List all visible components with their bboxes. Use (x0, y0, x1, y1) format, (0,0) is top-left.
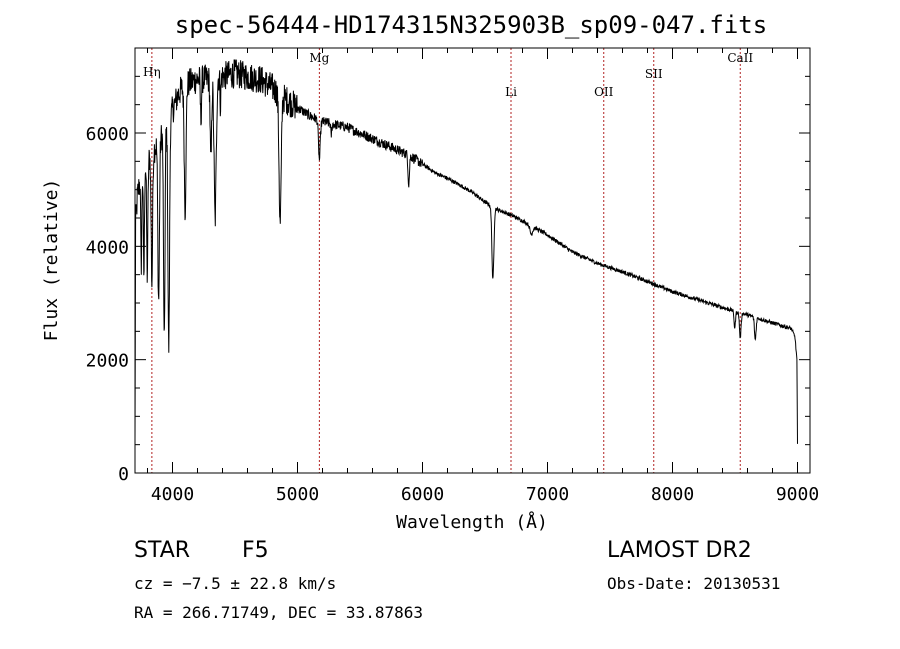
y-tick-label: 0 (118, 464, 129, 485)
survey-name: LAMOST DR2 (607, 538, 752, 563)
spectral-line-label: SII (645, 67, 663, 81)
spectrum-line (134, 59, 798, 444)
x-axis-label: Wavelength (Å) (396, 511, 548, 533)
observation-date: Obs-Date: 20130531 (607, 574, 781, 593)
x-tick-label: 5000 (276, 484, 319, 505)
object-class: STAR (134, 538, 191, 563)
spectral-line-label: Mg (309, 51, 329, 65)
y-axis-label: Flux (relative) (41, 179, 62, 342)
x-tick-label: 8000 (651, 484, 694, 505)
spectral-line-label: OII (594, 85, 614, 99)
coordinates: RA = 266.71749, DEC = 33.87863 (134, 603, 423, 622)
redshift-cz: cz = −7.5 ± 22.8 km/s (134, 574, 337, 593)
spectral-line-label: CaII (727, 51, 753, 65)
x-tick-label: 7000 (526, 484, 569, 505)
x-tick-label: 9000 (776, 484, 819, 505)
spectral-line-label: Hη (143, 65, 161, 79)
spectral-line-label: Li (505, 85, 517, 99)
chart-title: spec-56444-HD174315N325903B_sp09-047.fit… (175, 11, 767, 39)
x-tick-label: 4000 (151, 484, 194, 505)
spectral-subclass: F5 (242, 538, 269, 563)
y-tick-label: 4000 (86, 237, 129, 258)
y-tick-label: 2000 (86, 351, 129, 372)
plot-area-frame (134, 47, 811, 474)
x-tick-label: 6000 (401, 484, 444, 505)
y-tick-label: 6000 (86, 124, 129, 145)
